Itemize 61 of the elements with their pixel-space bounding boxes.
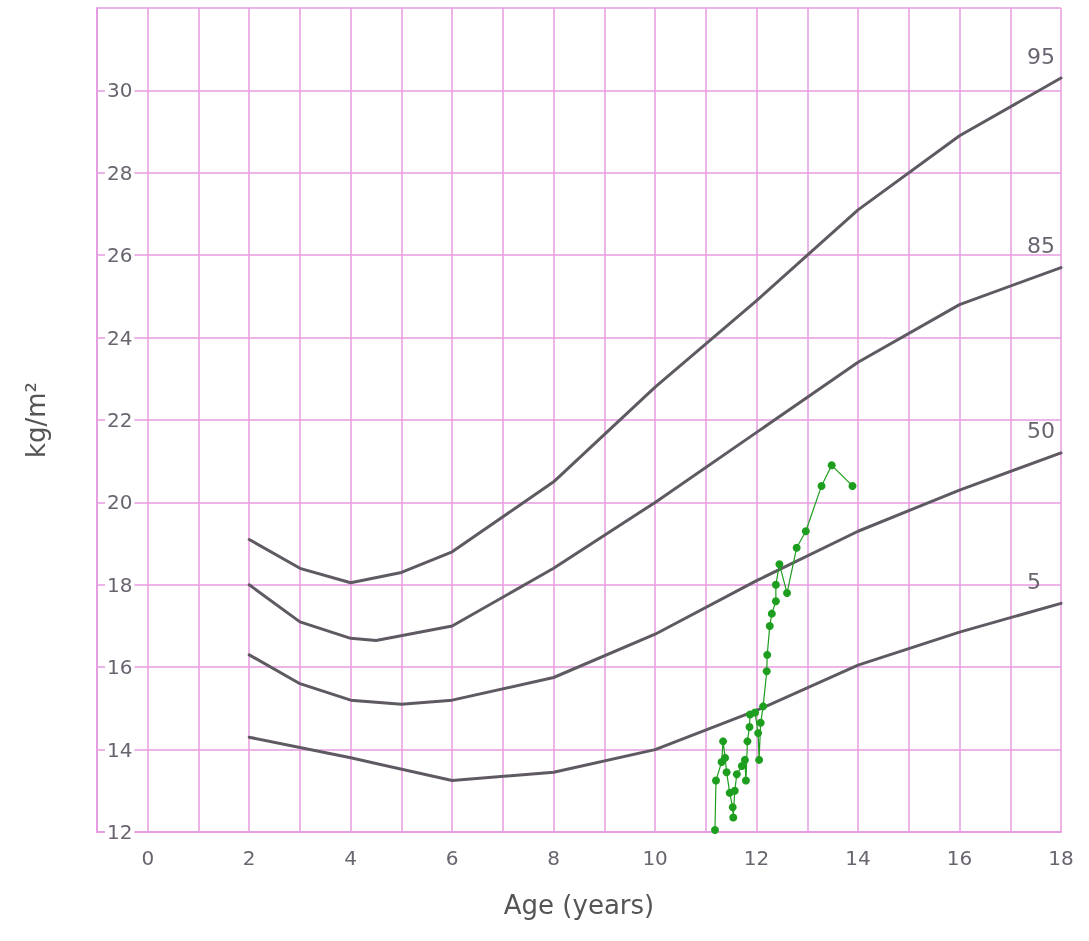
x-tick-label: 14 xyxy=(845,846,871,870)
y-tick-label: 26 xyxy=(107,243,133,268)
y-tick-label: 28 xyxy=(107,160,133,185)
point xyxy=(730,786,739,795)
point xyxy=(783,589,792,598)
x-tick-label: 0 xyxy=(141,846,155,870)
point xyxy=(765,622,774,630)
line-series xyxy=(247,266,1063,642)
y-tick-label: 22 xyxy=(107,408,133,432)
y-tick-label: 18 xyxy=(107,572,133,597)
point xyxy=(771,580,780,589)
point xyxy=(712,776,720,785)
point xyxy=(743,737,752,746)
point xyxy=(721,753,730,762)
point xyxy=(756,718,765,727)
series-label: 95 xyxy=(1027,43,1055,69)
x-tick-label: 4 xyxy=(344,846,358,870)
point xyxy=(817,481,826,490)
x-tick-label: 12 xyxy=(743,846,770,870)
point xyxy=(801,527,810,536)
point xyxy=(755,755,764,764)
point xyxy=(732,770,741,779)
point xyxy=(710,825,719,834)
point xyxy=(745,722,754,731)
y-axis-title: kg/m² xyxy=(21,381,51,459)
x-tick-label: 10 xyxy=(642,846,668,870)
y-tick-label: 16 xyxy=(107,655,133,680)
point xyxy=(848,481,857,490)
y-tick-label: 14 xyxy=(107,737,133,762)
x-axis-title: Age (years) xyxy=(503,890,655,920)
point xyxy=(792,543,801,552)
point xyxy=(729,813,738,822)
x-tick-label: 6 xyxy=(445,846,459,870)
x-tick-label: 18 xyxy=(1048,846,1074,870)
series-label: 50 xyxy=(1027,418,1055,444)
y-tick-label: 30 xyxy=(107,78,133,103)
x-tick-label: 2 xyxy=(242,846,256,870)
series-label: 85 xyxy=(1027,233,1055,259)
point xyxy=(763,650,772,659)
series-label: 5 xyxy=(1027,568,1041,594)
point xyxy=(767,609,776,618)
point xyxy=(722,768,731,777)
point xyxy=(827,461,836,470)
point xyxy=(741,776,750,785)
line-series xyxy=(247,601,1063,782)
point xyxy=(728,803,737,812)
point xyxy=(762,667,771,676)
line-series xyxy=(247,451,1063,706)
point xyxy=(775,560,784,569)
x-tick-label: 8 xyxy=(547,846,560,870)
x-tick-label: 16 xyxy=(946,846,973,870)
point xyxy=(754,729,763,738)
point xyxy=(737,762,746,771)
point xyxy=(751,708,760,717)
point xyxy=(759,702,768,711)
y-tick-label: 12 xyxy=(107,820,133,844)
point xyxy=(740,755,749,764)
y-tick-label: 20 xyxy=(107,490,133,515)
y-tick-label: 24 xyxy=(107,325,133,350)
point xyxy=(719,737,728,746)
point xyxy=(771,597,780,606)
